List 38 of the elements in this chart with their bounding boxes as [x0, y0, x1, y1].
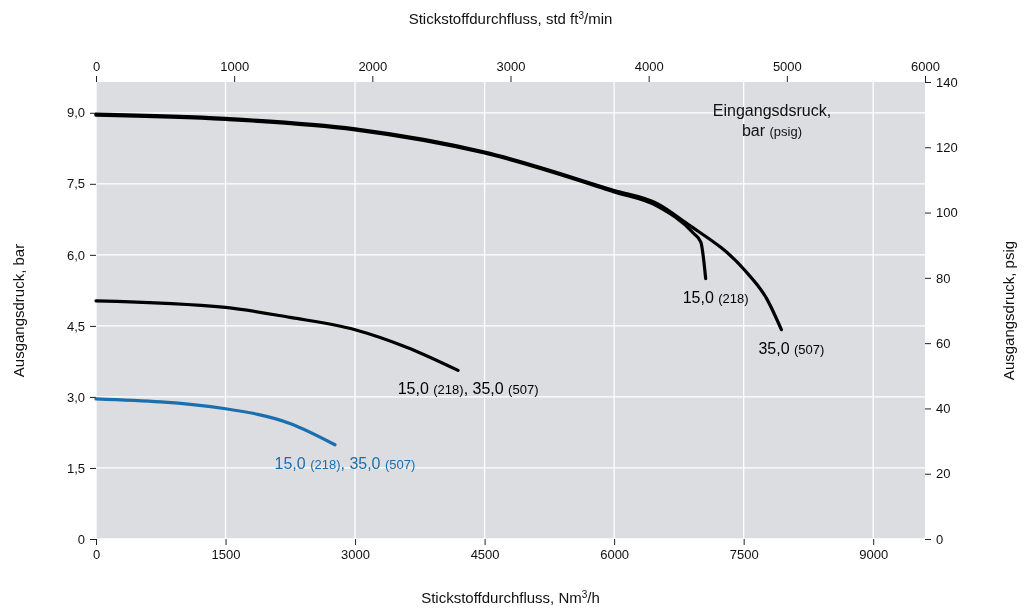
y-tick-label: 3,0 — [66, 389, 85, 405]
x-tick-label: 9000 — [859, 547, 889, 563]
x2-tick-label: 4000 — [634, 59, 664, 74]
y-tick-label: 0 — [77, 531, 85, 547]
x-axis-title: Stickstoffdurchfluss, Nm$^{3}$/h — [421, 588, 600, 606]
x-tick-label: 0 — [92, 547, 101, 563]
x-tick-label: 1500 — [211, 547, 241, 563]
x-tick-label: 7500 — [729, 547, 759, 563]
x-tick-label: 4500 — [470, 547, 500, 563]
x2-tick-label: 3000 — [496, 59, 526, 74]
x-tick-label: 6000 — [600, 547, 630, 563]
y2-tick-label: 20 — [936, 466, 951, 482]
y-tick-label: 1,5 — [66, 460, 85, 476]
series-label: 15,0 (218) — [682, 288, 749, 306]
y2-tick-label: 140 — [936, 74, 958, 90]
annotation: Eingangsdsruck, bar (psig) — [712, 102, 832, 139]
y2-tick-label: 60 — [936, 335, 951, 351]
x2-axis-title: Stickstoffdurchfluss, std ft$^{3}$/min — [408, 9, 613, 27]
x2-tick-label: 6000 — [911, 59, 940, 74]
x2-tick-label: 1000 — [220, 59, 250, 74]
series-label: 15,0 (218), 35,0 (507) — [397, 380, 539, 398]
y2-tick-label: 100 — [936, 205, 958, 221]
y-axis-title: Ausgangsdruck, bar — [10, 243, 27, 378]
series-label: 15,0 (218), 35,0 (507) — [274, 454, 416, 472]
x2-tick-label: 0 — [92, 59, 101, 74]
y-tick-label: 7,5 — [66, 176, 85, 192]
y-tick-label: 9,0 — [66, 105, 85, 121]
y2-tick-label: 0 — [936, 531, 944, 547]
x2-tick-label: 2000 — [358, 59, 388, 74]
y-tick-label: 6,0 — [66, 247, 85, 263]
x2-tick-label: 5000 — [772, 59, 802, 74]
series-label: 35,0 (507) — [758, 339, 825, 357]
y2-tick-label: 80 — [936, 270, 951, 286]
y-tick-label: 4,5 — [66, 318, 85, 334]
y2-axis-title: Ausgangsdruck, psig — [1000, 240, 1017, 381]
x-tick-label: 3000 — [341, 547, 371, 563]
y2-tick-label: 40 — [936, 401, 951, 417]
y2-tick-label: 120 — [936, 139, 958, 155]
